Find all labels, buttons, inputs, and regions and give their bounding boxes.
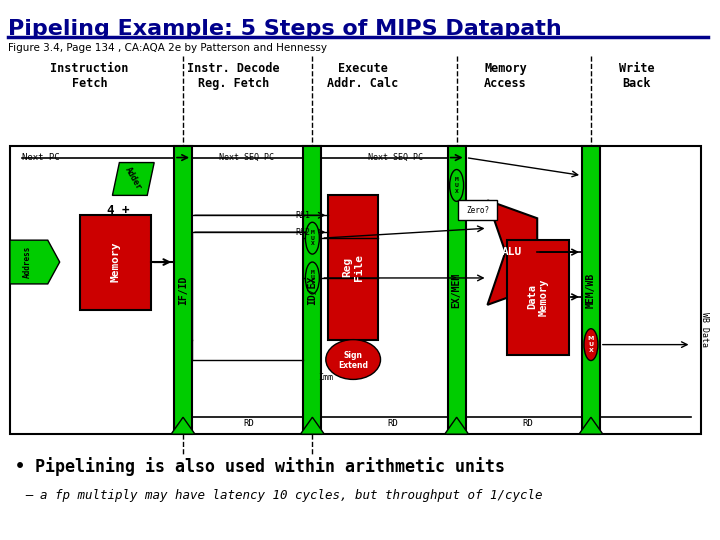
Text: Instruction
Fetch: Instruction Fetch bbox=[50, 62, 129, 90]
Polygon shape bbox=[487, 200, 537, 305]
Bar bbox=[328, 195, 378, 340]
Text: Address: Address bbox=[23, 246, 32, 278]
Text: Next SEQ PC: Next SEQ PC bbox=[219, 153, 274, 162]
Text: WB Data: WB Data bbox=[700, 312, 709, 347]
Text: IF/ID: IF/ID bbox=[178, 275, 188, 305]
Ellipse shape bbox=[584, 329, 598, 361]
Text: Next SEQ PC: Next SEQ PC bbox=[368, 153, 423, 162]
Text: 4 +: 4 + bbox=[107, 204, 130, 217]
Text: MEM/WB: MEM/WB bbox=[586, 272, 596, 307]
Text: Reg
File: Reg File bbox=[343, 253, 364, 280]
Text: • Pipelining is also used within arithmetic units: • Pipelining is also used within arithme… bbox=[15, 457, 505, 476]
Bar bbox=[10, 146, 701, 434]
Bar bbox=[458, 200, 498, 220]
Text: Imm: Imm bbox=[318, 373, 333, 382]
Text: Memory
Access: Memory Access bbox=[484, 62, 527, 90]
Ellipse shape bbox=[305, 262, 320, 294]
Polygon shape bbox=[445, 417, 469, 434]
Text: ALU: ALU bbox=[503, 247, 523, 257]
Text: M
U
X: M U X bbox=[310, 269, 314, 286]
Text: Pipeling Example: 5 Steps of MIPS Datapath: Pipeling Example: 5 Steps of MIPS Datapa… bbox=[8, 19, 562, 39]
Text: Write
Back: Write Back bbox=[619, 62, 654, 90]
Text: Instr. Decode
Reg. Fetch: Instr. Decode Reg. Fetch bbox=[187, 62, 280, 90]
Text: Next PC: Next PC bbox=[22, 153, 60, 162]
Text: EX/MEM: EX/MEM bbox=[451, 272, 462, 307]
Polygon shape bbox=[171, 417, 195, 434]
Polygon shape bbox=[112, 163, 154, 195]
Text: RS2: RS2 bbox=[295, 228, 310, 237]
Text: RD: RD bbox=[243, 418, 254, 428]
Ellipse shape bbox=[305, 222, 320, 254]
Ellipse shape bbox=[450, 170, 464, 201]
Text: Figure 3.4, Page 134 , CA:AQA 2e by Patterson and Hennessy: Figure 3.4, Page 134 , CA:AQA 2e by Patt… bbox=[8, 43, 327, 53]
Polygon shape bbox=[10, 240, 60, 284]
Text: M
U
X: M U X bbox=[455, 177, 459, 194]
Text: Execute
Addr. Calc: Execute Addr. Calc bbox=[328, 62, 399, 90]
Text: Extend: Extend bbox=[338, 361, 368, 370]
Polygon shape bbox=[300, 417, 324, 434]
Text: Adder: Adder bbox=[123, 165, 143, 192]
Text: Sign: Sign bbox=[343, 351, 363, 360]
Bar bbox=[80, 215, 151, 310]
Text: M
U
X: M U X bbox=[310, 230, 314, 246]
Bar bbox=[448, 146, 466, 434]
Text: RD: RD bbox=[387, 418, 398, 428]
Text: RD: RD bbox=[522, 418, 533, 428]
Text: Zero?: Zero? bbox=[466, 206, 489, 215]
Bar bbox=[508, 240, 569, 355]
Polygon shape bbox=[579, 417, 603, 434]
Bar bbox=[303, 146, 321, 434]
Text: Memory: Memory bbox=[110, 242, 120, 282]
Text: – a fp multiply may have latency 10 cycles, but throughput of 1/cycle: – a fp multiply may have latency 10 cycl… bbox=[25, 489, 542, 502]
Bar bbox=[582, 146, 600, 434]
Ellipse shape bbox=[326, 340, 381, 380]
Bar bbox=[174, 146, 192, 434]
Text: Data
Memory: Data Memory bbox=[528, 278, 549, 315]
Text: ID/EX: ID/EX bbox=[307, 275, 318, 305]
Text: RS1: RS1 bbox=[295, 211, 310, 220]
Text: M
U
X: M U X bbox=[588, 336, 594, 353]
